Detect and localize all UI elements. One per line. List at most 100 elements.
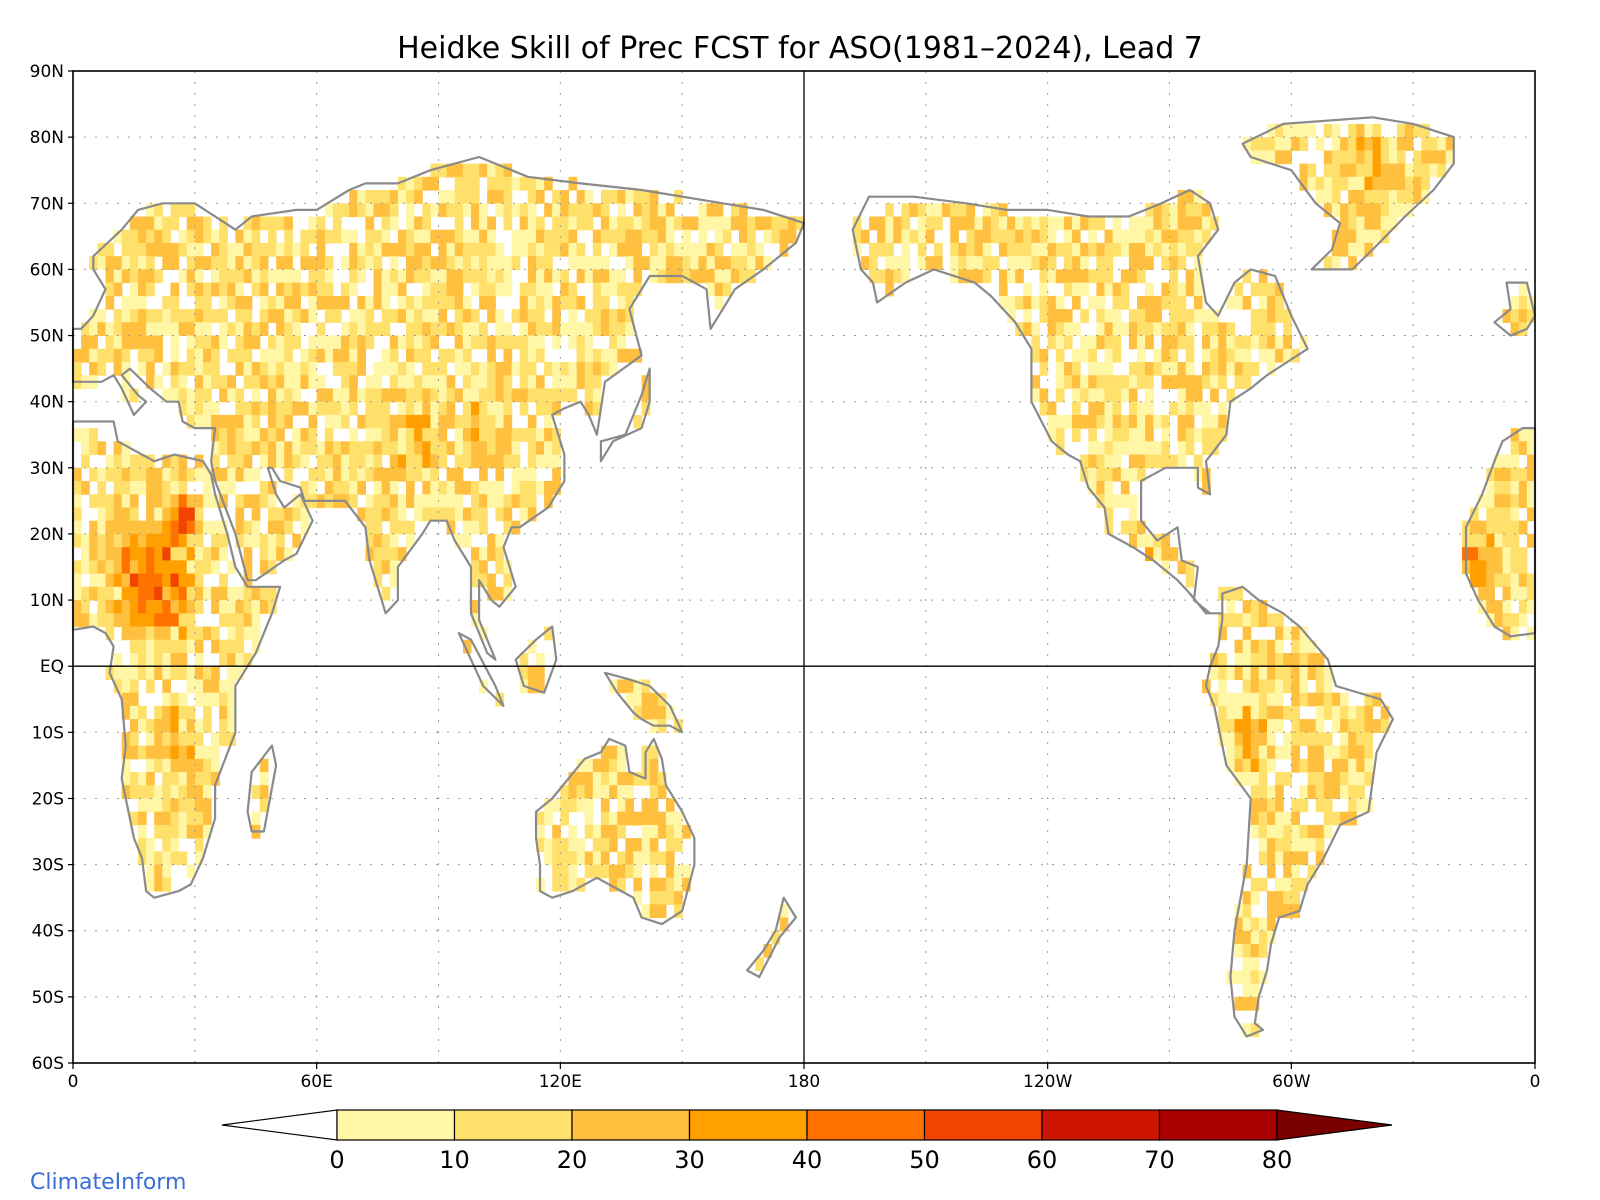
skill-cell — [1250, 705, 1260, 720]
skill-cell — [1128, 335, 1138, 350]
skill-cell — [730, 242, 740, 257]
skill-cell — [1015, 229, 1024, 244]
skill-cell — [1291, 745, 1300, 760]
skill-cell — [519, 229, 529, 244]
skill-cell — [235, 467, 245, 482]
skill-cell — [105, 269, 115, 284]
skill-cell — [649, 851, 659, 866]
skill-cell — [1080, 388, 1089, 403]
skill-cell — [324, 229, 334, 244]
skill-cell — [203, 481, 212, 495]
skill-cell — [121, 256, 131, 270]
skill-cell — [1275, 877, 1284, 892]
skill-cell — [495, 190, 505, 204]
skill-cell — [1242, 269, 1252, 284]
skill-cell — [998, 282, 1008, 297]
skill-cell — [1226, 745, 1236, 760]
skill-cell — [227, 653, 236, 667]
skill-cell — [170, 798, 180, 813]
skill-cell — [211, 547, 220, 561]
skill-cell — [324, 388, 334, 403]
colorbar-tick-label: 10 — [439, 1146, 470, 1174]
skill-cell — [1218, 414, 1227, 429]
skill-cell — [1023, 282, 1032, 297]
skill-cell — [365, 454, 375, 469]
skill-cell — [1145, 242, 1154, 257]
skill-cell — [251, 441, 261, 456]
skill-cell — [186, 785, 196, 799]
skill-cell — [170, 375, 180, 389]
skill-cell — [178, 547, 188, 561]
skill-cell — [129, 560, 139, 575]
skill-cell — [1364, 692, 1374, 707]
skill-cell — [1275, 785, 1284, 799]
skill-cell — [1275, 824, 1284, 839]
skill-cell — [625, 692, 634, 707]
skill-cell — [1518, 560, 1528, 575]
skill-cell — [154, 229, 163, 244]
skill-cell — [235, 242, 245, 257]
skill-cell — [1128, 401, 1138, 416]
skill-cell — [1193, 295, 1203, 310]
skill-cell — [138, 335, 147, 350]
skill-cell — [503, 216, 513, 231]
skill-cell — [1047, 242, 1057, 257]
skill-cell — [324, 454, 334, 469]
skill-cell — [552, 864, 561, 879]
skill-cell — [462, 414, 472, 429]
skill-cell — [592, 256, 602, 270]
skill-cell — [730, 256, 740, 270]
skill-cell — [1494, 494, 1504, 509]
skill-cell — [211, 269, 220, 284]
skill-cell — [414, 335, 423, 350]
skill-cell — [154, 785, 163, 799]
skill-cell — [162, 639, 171, 654]
skill-cell — [1104, 362, 1114, 376]
skill-cell — [267, 533, 277, 548]
skill-cell — [633, 838, 643, 852]
skill-cell — [1202, 362, 1211, 376]
skill-cell — [406, 269, 415, 284]
skill-cell — [495, 256, 505, 270]
skill-cell — [341, 454, 350, 469]
skill-cell — [1340, 163, 1349, 178]
skill-cell — [641, 904, 651, 919]
skill-cell — [267, 269, 277, 284]
skill-cell — [1063, 335, 1073, 350]
skill-cell — [649, 216, 659, 231]
skill-cell — [259, 586, 269, 601]
skill-cell — [1096, 309, 1106, 323]
skill-cell — [373, 242, 383, 257]
skill-cell — [1137, 375, 1146, 389]
skill-cell — [1250, 824, 1260, 839]
skill-cell — [1104, 441, 1114, 456]
skill-cell — [1161, 560, 1171, 575]
skill-cell — [471, 335, 480, 350]
skill-cell — [487, 428, 496, 442]
skill-cell — [1291, 864, 1300, 879]
skill-cell — [349, 467, 358, 482]
skill-cell — [1039, 348, 1049, 363]
skill-cell — [276, 547, 285, 561]
skill-cell — [1169, 216, 1179, 231]
skill-cell — [186, 269, 196, 284]
skill-cell — [1364, 772, 1374, 786]
skill-cell — [73, 494, 82, 509]
skill-cell — [1137, 520, 1146, 535]
skill-cell — [1331, 772, 1341, 786]
skill-cell — [1250, 309, 1260, 323]
skill-cell — [649, 864, 659, 879]
skill-cell — [1356, 190, 1365, 204]
skill-cell — [576, 838, 586, 852]
skill-cell — [1470, 520, 1479, 535]
skill-cell — [430, 401, 440, 416]
skill-cell — [1502, 507, 1512, 522]
skill-cell — [1340, 772, 1349, 786]
skill-cell — [138, 772, 147, 786]
skill-cell — [787, 229, 797, 244]
skill-cell — [471, 560, 480, 575]
skill-cell — [560, 798, 569, 813]
skill-cell — [454, 467, 464, 482]
skill-cell — [146, 851, 155, 866]
skill-cell — [267, 216, 277, 231]
